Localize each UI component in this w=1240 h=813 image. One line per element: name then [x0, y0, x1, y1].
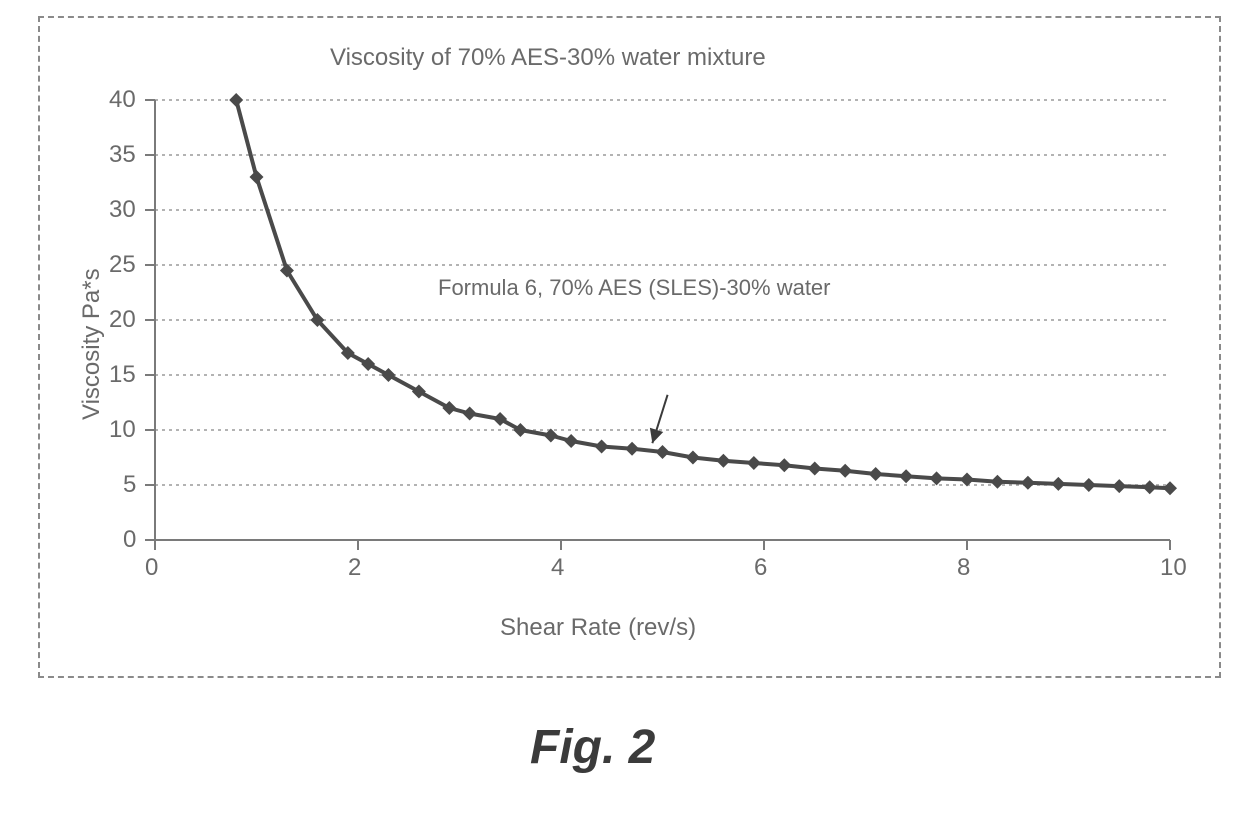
data-marker [1082, 478, 1096, 492]
data-marker [716, 454, 730, 468]
data-marker [1021, 476, 1035, 490]
data-marker [1143, 480, 1157, 494]
data-marker [250, 170, 264, 184]
x-tick-label: 4 [551, 554, 564, 582]
x-tick-label: 8 [957, 554, 970, 582]
data-marker [625, 442, 639, 456]
data-marker [777, 458, 791, 472]
x-tick-label: 6 [754, 554, 767, 582]
y-tick-label: 25 [109, 251, 136, 279]
y-tick-label: 5 [123, 471, 136, 499]
data-marker [1112, 479, 1126, 493]
data-marker [686, 451, 700, 465]
data-marker [808, 462, 822, 476]
data-marker [1163, 481, 1177, 495]
data-marker [747, 456, 761, 470]
y-tick-label: 30 [109, 196, 136, 224]
data-marker [1051, 477, 1065, 491]
y-tick-label: 20 [109, 306, 136, 334]
data-marker [930, 471, 944, 485]
data-marker [990, 475, 1004, 489]
data-marker [869, 467, 883, 481]
data-marker [229, 93, 243, 107]
data-marker [595, 440, 609, 454]
x-tick-label: 0 [145, 554, 158, 582]
data-marker [899, 469, 913, 483]
y-tick-label: 35 [109, 141, 136, 169]
data-marker [463, 407, 477, 421]
data-marker [656, 445, 670, 459]
x-tick-label: 2 [348, 554, 361, 582]
data-marker [838, 464, 852, 478]
chart-plot [0, 0, 1240, 813]
x-tick-label: 10 [1160, 554, 1187, 582]
y-tick-label: 40 [109, 86, 136, 114]
data-marker [564, 434, 578, 448]
y-tick-label: 10 [109, 416, 136, 444]
y-tick-label: 15 [109, 361, 136, 389]
y-tick-label: 0 [123, 526, 136, 554]
